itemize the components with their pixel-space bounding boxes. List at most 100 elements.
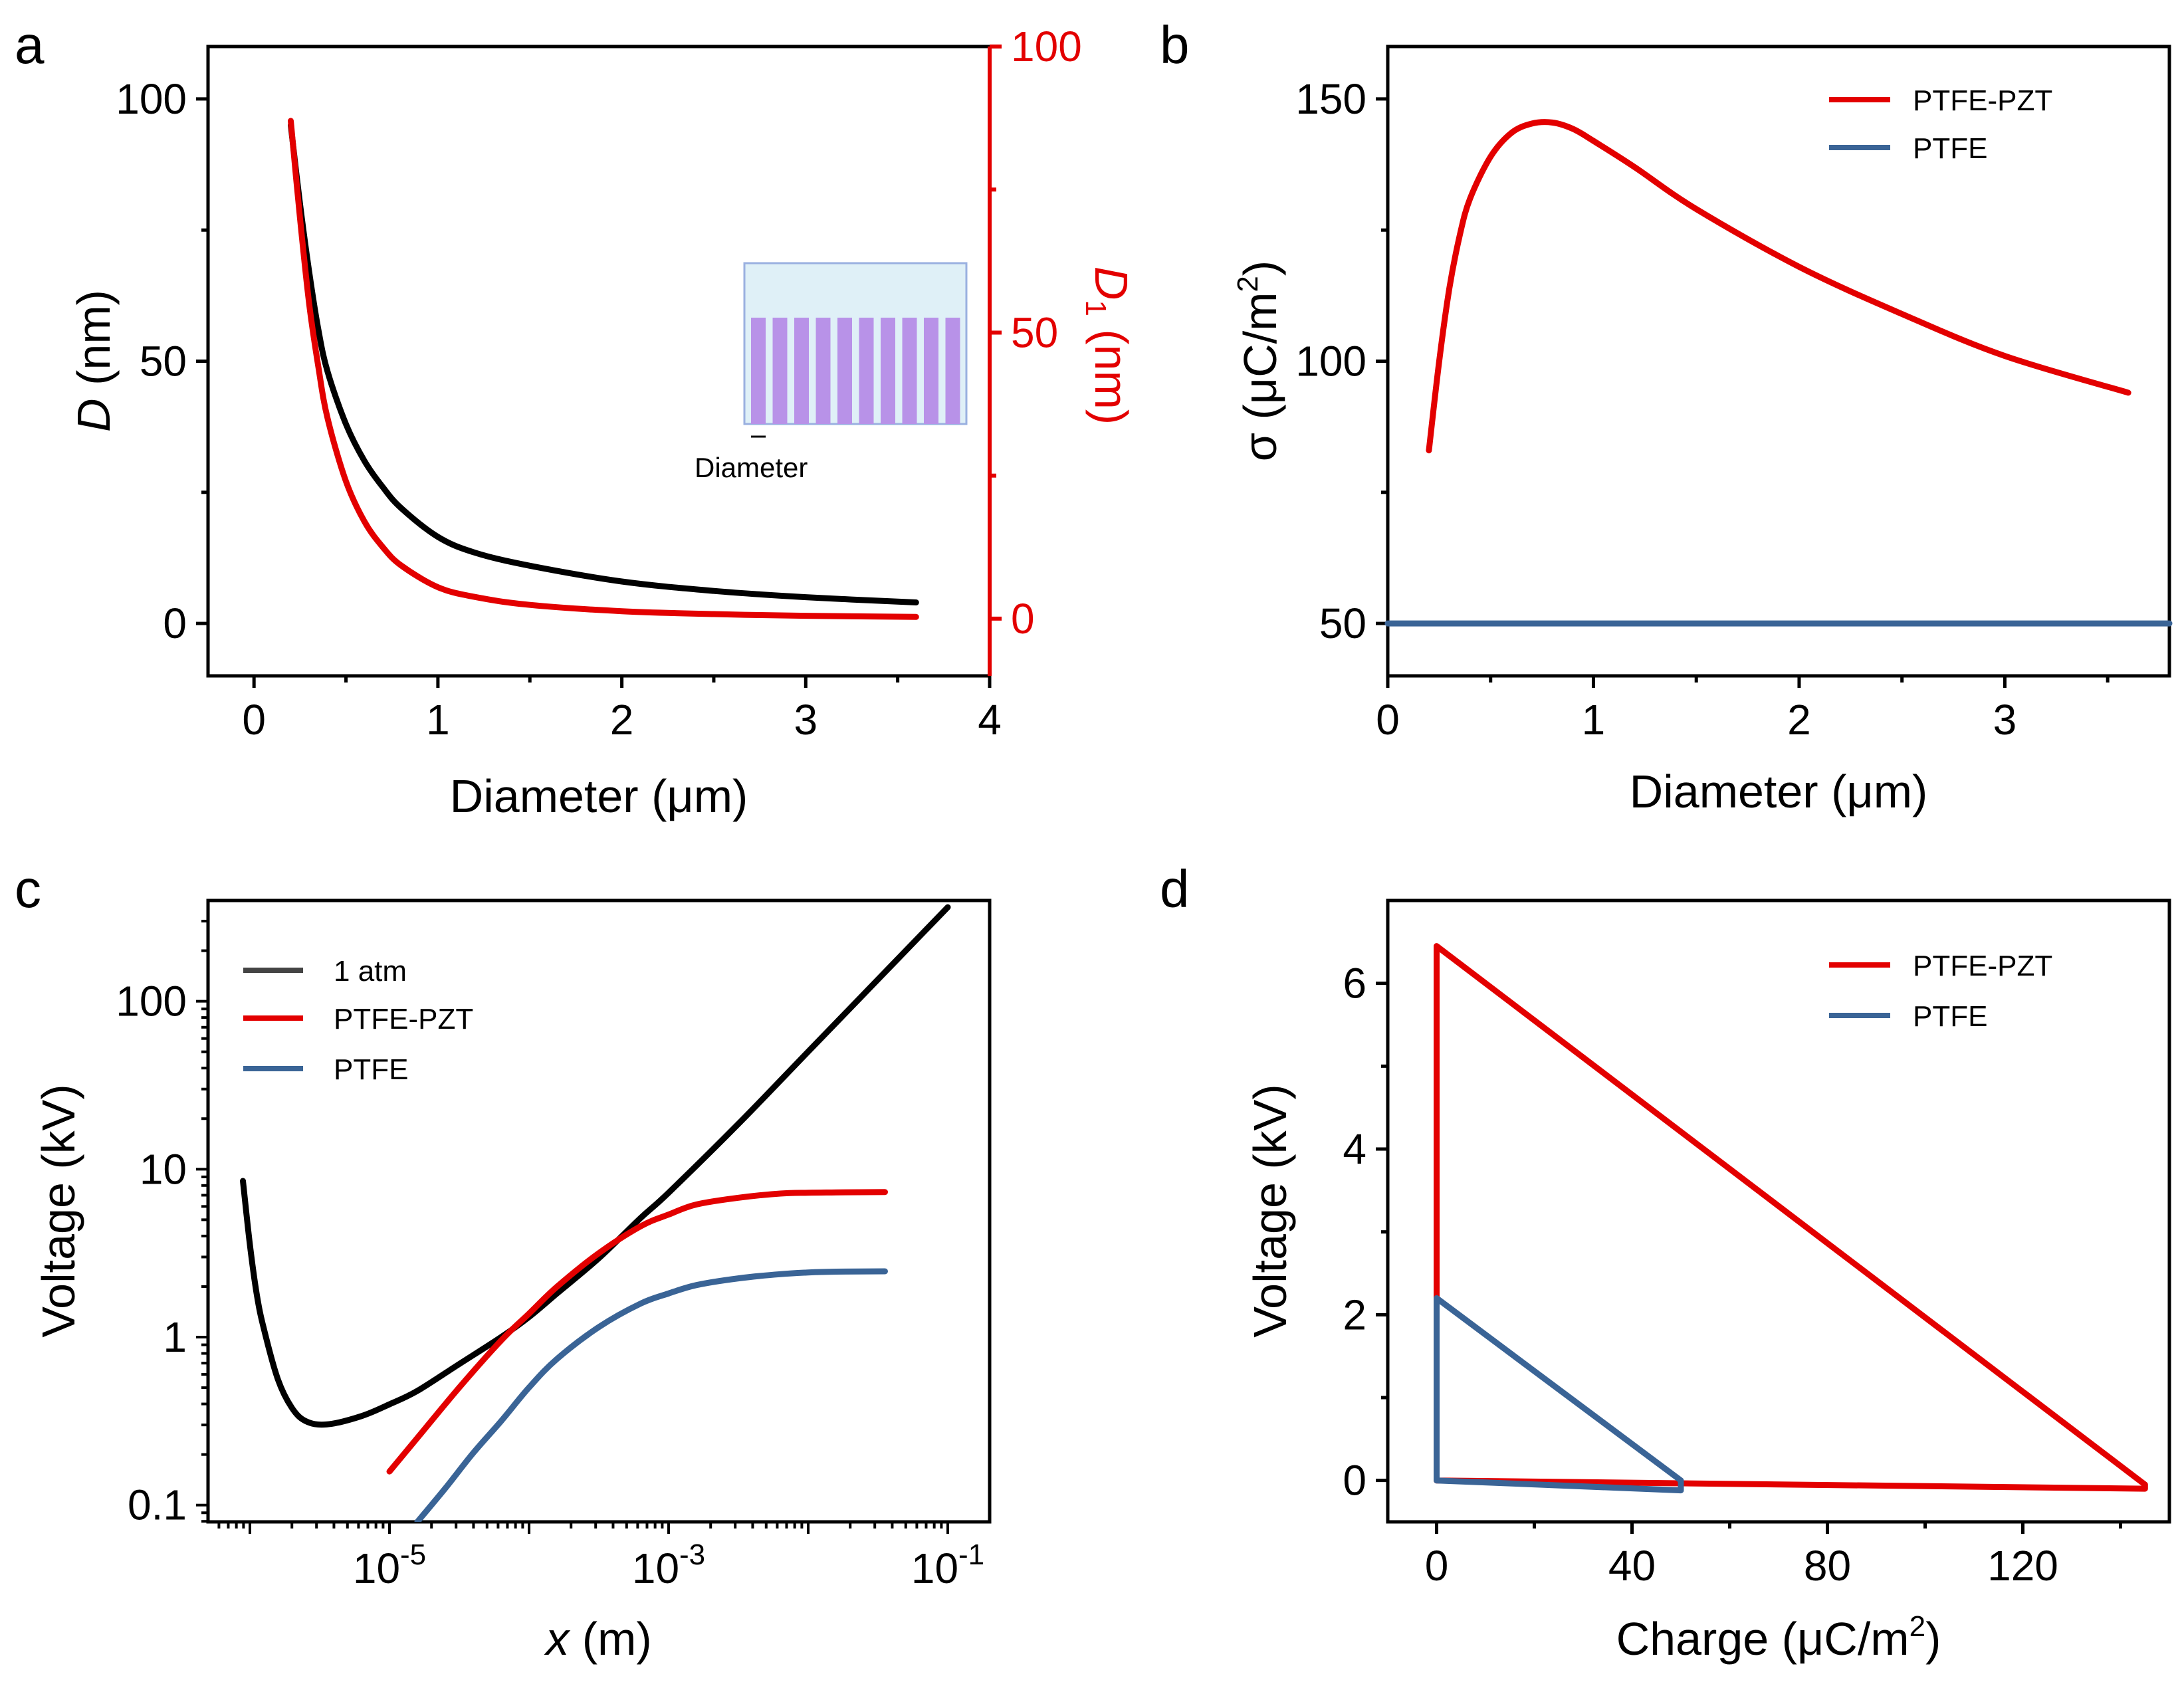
legend-label-ptfe-pzt: PTFE-PZT: [1913, 84, 2052, 117]
panel-d-y-tick-label: 4: [1343, 1125, 1366, 1173]
legend-label-ptfe: PTFE: [1913, 132, 1987, 165]
inset-pillar: [751, 318, 766, 424]
panel-c-y-tick-label: 10: [140, 1145, 187, 1193]
panel-c-chart: 10-5 10-3 10-1 0.1 1 10 100 1 atm PTFE-PZT PTF…: [33, 898, 992, 1665]
panel-d-y-tick-label: 6: [1343, 960, 1366, 1007]
panel-b-x-axis-title: Diameter (μm): [1630, 766, 1928, 817]
panel-a-x-tick-label: 3: [794, 696, 818, 744]
panel-a-right-tick-label: 100: [1011, 23, 1082, 70]
panel-b-x-tick-label: 2: [1787, 696, 1811, 744]
panel-c-plot-frame: [206, 898, 992, 1524]
panel-a-y-axis-title: D (nm): [68, 290, 120, 432]
panel-a-x-tick-label: 2: [610, 696, 634, 744]
panel-c-y-axis-title: Voltage (kV): [33, 1084, 84, 1337]
panel-a-x-axis-title: Diameter (μm): [450, 770, 748, 822]
panel-a-y-title-symbol: D: [68, 398, 120, 432]
panel-a-y-tick-label: 100: [116, 75, 187, 123]
panel-d-x-title-close: ): [1925, 1613, 1941, 1665]
panel-label-c: c: [15, 859, 41, 918]
panel-label-b: b: [1160, 15, 1190, 74]
panel-b-y-tick-label: 100: [1295, 338, 1366, 385]
panel-c-x-axis-title: x (m): [544, 1613, 651, 1665]
panel-c-x-tick-label: 10-1: [911, 1538, 984, 1592]
legend-label-d-ptfe: PTFE: [1913, 1000, 1987, 1033]
panel-d-x-tick-label: 0: [1425, 1542, 1449, 1590]
legend-label-c-ptfe-pzt: PTFE-PZT: [334, 1003, 473, 1035]
inset-diameter-label: Diameter: [695, 452, 808, 483]
panel-d-x-title-main: Charge (μC/m: [1616, 1613, 1910, 1665]
panel-b-x-tick-label: 1: [1582, 696, 1606, 744]
panel-d-y-tick-label: 0: [1343, 1457, 1366, 1505]
panel-d-y-axis-title: Voltage (kV): [1244, 1084, 1296, 1337]
panel-c-series: [240, 904, 951, 1522]
panel-c-line-ptfe-pzt: [386, 1189, 888, 1475]
panel-d-x-title-sup: 2: [1910, 1610, 1925, 1643]
panel-b-y-axis-title: σ (μC/m2): [1232, 261, 1286, 461]
panel-a-right-title-sub: 1: [1079, 300, 1112, 316]
inset-pillar: [924, 318, 938, 424]
panel-c-x-tick-label: 10-5: [353, 1538, 426, 1592]
panel-c-x-tick-label: 10-3: [632, 1538, 705, 1592]
panel-a-y-title-unit: (nm): [68, 290, 120, 398]
panel-a-right-axis-title: D1 (nm): [1079, 266, 1137, 425]
legend-label-c-ptfe: PTFE: [334, 1053, 408, 1086]
panel-a-series: [288, 118, 919, 620]
panel-b-y-tick-label: 150: [1295, 75, 1366, 123]
panel-c-clip-group: [240, 904, 951, 1522]
panel-label-a: a: [15, 15, 45, 74]
panel-d-y-tick-label: 2: [1343, 1291, 1366, 1338]
panel-b-y-title-main: σ (μC/m: [1234, 292, 1286, 462]
panel-a-right-tick-label: 50: [1011, 308, 1058, 356]
panel-d-x-tick-label: 40: [1608, 1542, 1656, 1590]
panel-b-chart: 0 1 2 3 50 100 150 PTFE-PZT PTFE Diameter (μm)…: [1232, 45, 2173, 817]
panel-b-line-ptfe-pzt: [1426, 119, 2131, 454]
panel-c-y-tick-label: 0.1: [128, 1481, 187, 1529]
panel-b-y-tick-label: 50: [1319, 599, 1366, 647]
panel-b-y-title-sup: 2: [1232, 276, 1264, 292]
panel-c-x-title-symbol: x: [544, 1613, 571, 1665]
inset-pillars: [751, 318, 960, 424]
panel-a-line-d: [288, 122, 919, 605]
panel-a-y-tick-label: 0: [163, 599, 187, 647]
panel-d-x-tick-label: 120: [1987, 1542, 2058, 1590]
inset-pillar: [945, 318, 960, 424]
panel-d-plot-frame: [1386, 898, 2171, 1524]
inset-pillar: [794, 318, 809, 424]
inset-pillar: [902, 318, 917, 424]
panel-a-x-tick-label: 1: [426, 696, 450, 744]
panel-c-y-tick-label: 1: [163, 1313, 187, 1361]
panel-b-y-title-close: ): [1234, 261, 1286, 276]
panel-a-x-tick-label: 4: [978, 696, 1002, 744]
panel-label-d: d: [1160, 859, 1190, 918]
inset-pillar: [772, 318, 788, 424]
panel-b-ticks: 0 1 2 3 50 100 150: [1295, 75, 2110, 744]
inset-pillar: [881, 318, 895, 424]
inset-pillar: [837, 318, 852, 424]
panel-d-x-tick-label: 80: [1804, 1542, 1851, 1590]
panel-a-line-d1: [288, 118, 919, 620]
panel-b-x-tick-label: 0: [1376, 696, 1400, 744]
panel-d-series: [1434, 943, 2148, 1494]
panel-a-x-tick-label: 0: [242, 696, 266, 744]
panel-a-inset-schematic: Diameter: [695, 262, 968, 483]
panel-b-x-tick-label: 3: [1993, 696, 2017, 744]
panel-a-right-tick-label: 0: [1011, 595, 1035, 643]
inset-pillar: [859, 318, 874, 424]
panel-a-right-title-symbol: D: [1085, 266, 1137, 300]
panel-b-legend: PTFE-PZT PTFE: [1829, 84, 2052, 165]
panel-d-line-ptfe: [1434, 1295, 1684, 1494]
panel-c-line-ptfe: [414, 1268, 888, 1522]
legend-label-1-atm: 1 atm: [334, 955, 407, 988]
panel-d-ticks: 0 40 80 120 0 2 4 6: [1343, 960, 2122, 1590]
panel-a-ticks: 0 1 2 3 4 0 50 100 0 50 100: [116, 23, 1082, 744]
panel-a-right-title-unit: (nm): [1085, 316, 1137, 425]
panel-c-line-1-atm: [240, 904, 951, 1428]
panel-d-legend: PTFE-PZT PTFE: [1829, 950, 2052, 1033]
panel-a-chart: 0 1 2 3 4 0 50 100 0 50 100 Diameter Diameter (μm)…: [68, 23, 1137, 822]
legend-label-d-ptfe-pzt: PTFE-PZT: [1913, 950, 2052, 982]
panel-c-ticks: 10-5 10-3 10-1 0.1 1 10 100: [116, 920, 984, 1592]
panel-c-legend: 1 atm PTFE-PZT PTFE: [243, 955, 473, 1086]
inset-pillar: [816, 318, 831, 424]
